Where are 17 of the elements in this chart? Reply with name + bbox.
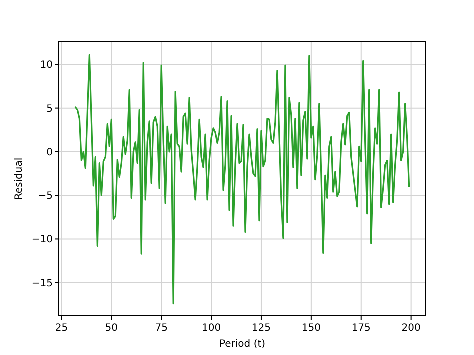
x-tick-label: 75 xyxy=(155,323,168,334)
y-tick-label: −5 xyxy=(38,191,53,202)
x-tick-label: 150 xyxy=(302,323,321,334)
x-tick-label: 125 xyxy=(252,323,272,334)
y-tick-label: −10 xyxy=(32,234,53,246)
x-tick-label: 175 xyxy=(352,323,371,334)
x-tick-label: 200 xyxy=(402,323,421,334)
y-tick-label: 10 xyxy=(40,60,53,72)
y-tick-label: 5 xyxy=(46,104,53,115)
x-axis-title: Period (t) xyxy=(219,339,266,350)
line-series xyxy=(74,54,410,305)
x-tick-label: 25 xyxy=(55,323,68,334)
y-axis-title: Residual xyxy=(14,158,25,200)
x-tick-label: 50 xyxy=(105,323,118,334)
y-tick-label: −15 xyxy=(32,278,53,290)
x-tick-label: 100 xyxy=(202,323,222,334)
y-tick-label: 0 xyxy=(46,147,53,158)
